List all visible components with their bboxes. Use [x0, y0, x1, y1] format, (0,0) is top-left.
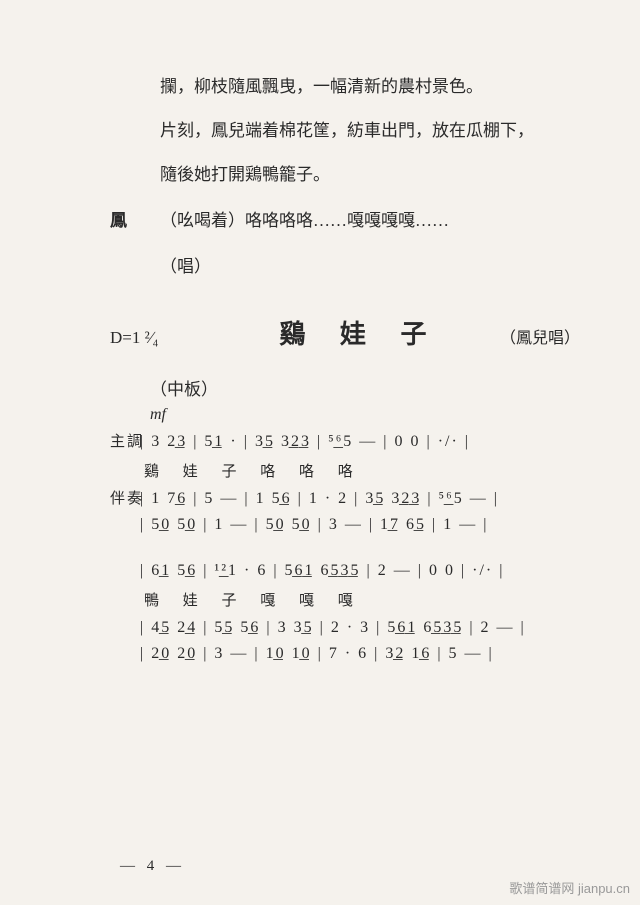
accomp1-notes-1: | 1 7͟6 | 5 — | 1 5͟6 | 1 · 2 | 3͟5 3͟2͟…: [140, 491, 580, 507]
score-system-2: | 6͟1 5͟6 | ¹͟²1 · 6 | 5͟6͟1 6͟5͟3͟5 | 2…: [110, 563, 580, 662]
melody-staff-2: | 6͟1 5͟6 | ¹͟²1 · 6 | 5͟6͟1 6͟5͟3͟5 | 2…: [110, 563, 580, 579]
accomp2-notes-1: | 5͟0 5͟0 | 1 — | 5͟0 5͟0 | 3 — | 1͟7 6͟…: [140, 517, 580, 533]
speaker-row-1: 鳳 （吆喝着）咯咯咯咯……嘎嘎嘎嘎……: [110, 204, 580, 238]
accomp-label: 伴奏: [110, 492, 140, 507]
lyrics-2: 鴨 娃 子 嘎 嘎 嘎: [144, 589, 580, 610]
melody-notes-2: | 6͟1 5͟6 | ¹͟²1 · 6 | 5͟6͟1 6͟5͟3͟5 | 2…: [140, 563, 580, 579]
accomp1-notes-2: | 4͟5 2͟4 | 5͟5 5͟6 | 3 3͟5 | 2 · 3 | 5͟…: [140, 620, 580, 636]
prose-line-2: 片刻，鳳兒端着棉花筐，紡車出門，放在瓜棚下，: [110, 114, 580, 148]
accomp1-staff-2: | 4͟5 2͟4 | 5͟5 5͟6 | 3 3͟5 | 2 · 3 | 5͟…: [110, 620, 580, 636]
page-number: — 4 —: [120, 858, 185, 875]
speaker-blank: [110, 250, 160, 284]
accomp1-staff-1: 伴奏 | 1 7͟6 | 5 — | 1 5͟6 | 1 · 2 | 3͟5 3…: [110, 491, 580, 507]
song-title: 鷄 娃 子: [250, 314, 470, 351]
score-system-1: 主調 | 3 2͟3 | 5͟1 · | 3͟5 3͟2͟3 | ⁵͟⁶5 — …: [110, 434, 580, 533]
speaker-row-2: （唱）: [110, 250, 580, 284]
speech-1: （吆喝着）咯咯咯咯……嘎嘎嘎嘎……: [160, 204, 580, 238]
accomp2-notes-2: | 2͟0 2͟0 | 3 — | 1͟0 1͟0 | 7 · 6 | 3͟2 …: [140, 646, 580, 662]
melody-notes-1: | 3 2͟3 | 5͟1 · | 3͟5 3͟2͟3 | ⁵͟⁶5 — | 0…: [140, 434, 580, 450]
speaker-name: 鳳: [110, 204, 160, 238]
lyrics-1: 鷄 娃 子 咯 咯 咯: [144, 460, 580, 481]
accomp2-staff-2: | 2͟0 2͟0 | 3 — | 1͟0 1͟0 | 7 · 6 | 3͟2 …: [110, 646, 580, 662]
speech-2: （唱）: [160, 250, 580, 284]
key-signature: D=1 ²∕₄: [110, 328, 250, 348]
prose-line-1: 攔，柳枝隨風飄曳，一幅清新的農村景色。: [110, 70, 580, 104]
accomp2-staff-1: | 5͟0 5͟0 | 1 — | 5͟0 5͟0 | 3 — | 1͟7 6͟…: [110, 517, 580, 533]
singer-label: （鳳兒唱）: [470, 324, 580, 348]
watermark: 歌谱简谱网 jianpu.cn: [509, 878, 630, 897]
melody-staff-1: 主調 | 3 2͟3 | 5͟1 · | 3͟5 3͟2͟3 | ⁵͟⁶5 — …: [110, 434, 580, 450]
title-row: D=1 ²∕₄ 鷄 娃 子 （鳳兒唱）: [110, 314, 580, 351]
prose-line-3: 隨後她打開鶏鴨籠子。: [110, 158, 580, 192]
dynamic-mark: mf: [150, 406, 580, 424]
page-content: 攔，柳枝隨風飄曳，一幅清新的農村景色。 片刻，鳳兒端着棉花筐，紡車出門，放在瓜棚…: [0, 0, 640, 712]
tempo-mark: （中板）: [150, 375, 580, 400]
melody-label: 主調: [110, 435, 140, 450]
